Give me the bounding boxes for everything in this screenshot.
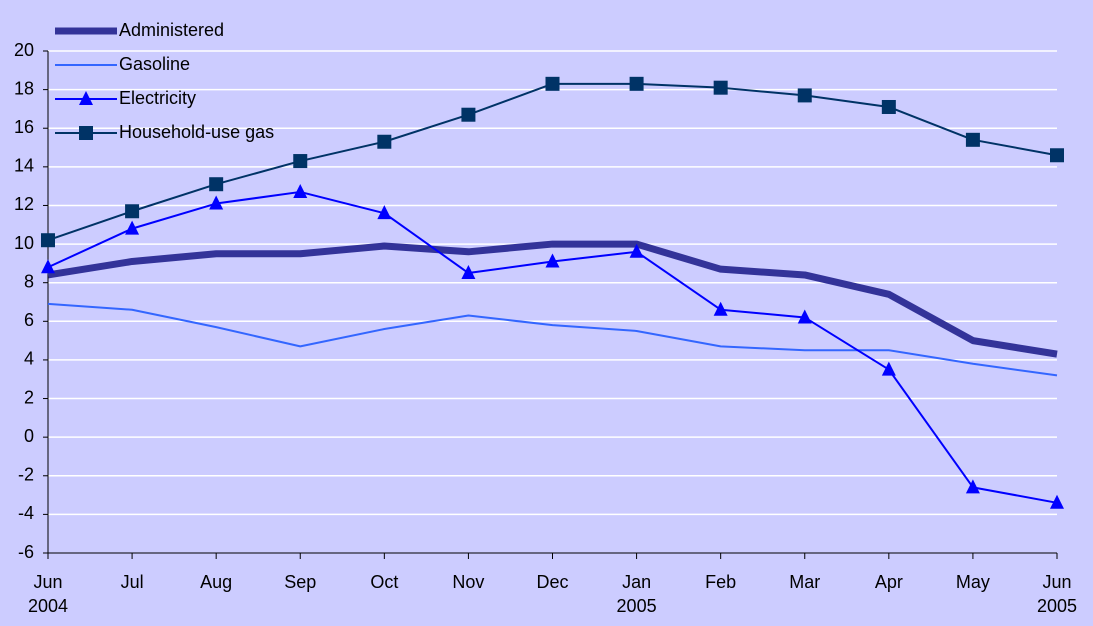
- x-sublabel: 2005: [1037, 596, 1077, 616]
- y-tick-label: 12: [14, 194, 34, 214]
- y-tick-label: 8: [24, 271, 34, 291]
- y-tick-label: 14: [14, 156, 34, 176]
- marker: [713, 80, 728, 95]
- x-tick-label: Mar: [789, 572, 820, 592]
- legend-label: Electricity: [119, 88, 196, 108]
- x-tick-label: Oct: [370, 572, 398, 592]
- y-tick-label: 2: [24, 387, 34, 407]
- series-line: [47, 302, 1058, 377]
- x-sublabel: 2005: [617, 596, 657, 616]
- marker: [41, 259, 55, 274]
- y-tick-label: 18: [14, 78, 34, 98]
- marker: [461, 107, 476, 122]
- x-sublabel: 2004: [28, 596, 68, 616]
- marker: [1050, 148, 1064, 163]
- y-tick-label: 4: [24, 349, 34, 369]
- marker: [545, 76, 560, 91]
- marker: [797, 309, 812, 324]
- marker: [377, 134, 392, 149]
- x-tick-label: Feb: [705, 572, 736, 592]
- x-tick-label: Aug: [200, 572, 232, 592]
- marker: [797, 88, 812, 103]
- marker: [965, 132, 980, 147]
- legend-marker: [79, 91, 93, 105]
- marker: [209, 177, 224, 192]
- y-tick-label: -2: [18, 465, 34, 485]
- marker: [377, 205, 392, 220]
- x-tick-label: Jan: [622, 572, 651, 592]
- marker: [965, 479, 980, 494]
- x-tick-label: Apr: [875, 572, 903, 592]
- marker: [125, 220, 140, 235]
- legend-label: Administered: [119, 20, 224, 40]
- marker: [629, 243, 644, 258]
- x-tick-label: Jun: [1042, 572, 1071, 592]
- legend-label: Gasoline: [119, 54, 190, 74]
- y-tick-label: 6: [24, 310, 34, 330]
- legend-label: Household-use gas: [119, 122, 274, 142]
- legend-marker: [79, 126, 93, 140]
- marker: [881, 99, 896, 114]
- marker: [881, 361, 896, 376]
- x-tick-label: May: [956, 572, 990, 592]
- marker: [461, 265, 476, 280]
- marker: [125, 204, 140, 219]
- x-tick-label: Jun: [33, 572, 62, 592]
- marker: [209, 195, 224, 210]
- x-tick-label: Sep: [284, 572, 316, 592]
- marker: [41, 233, 55, 248]
- y-tick-label: 20: [14, 40, 34, 60]
- marker: [1050, 494, 1064, 509]
- y-tick-label: 10: [14, 233, 34, 253]
- series-line: [47, 240, 1058, 358]
- marker: [293, 154, 308, 169]
- marker: [293, 183, 308, 198]
- y-tick-label: 0: [24, 426, 34, 446]
- marker: [713, 301, 728, 316]
- y-tick-label: 16: [14, 117, 34, 137]
- y-tick-label: -6: [18, 542, 34, 562]
- marker: [545, 253, 560, 268]
- x-tick-label: Nov: [452, 572, 484, 592]
- x-tick-label: Dec: [536, 572, 568, 592]
- marker: [629, 76, 644, 91]
- x-tick-label: Jul: [121, 572, 144, 592]
- y-tick-label: -4: [18, 503, 34, 523]
